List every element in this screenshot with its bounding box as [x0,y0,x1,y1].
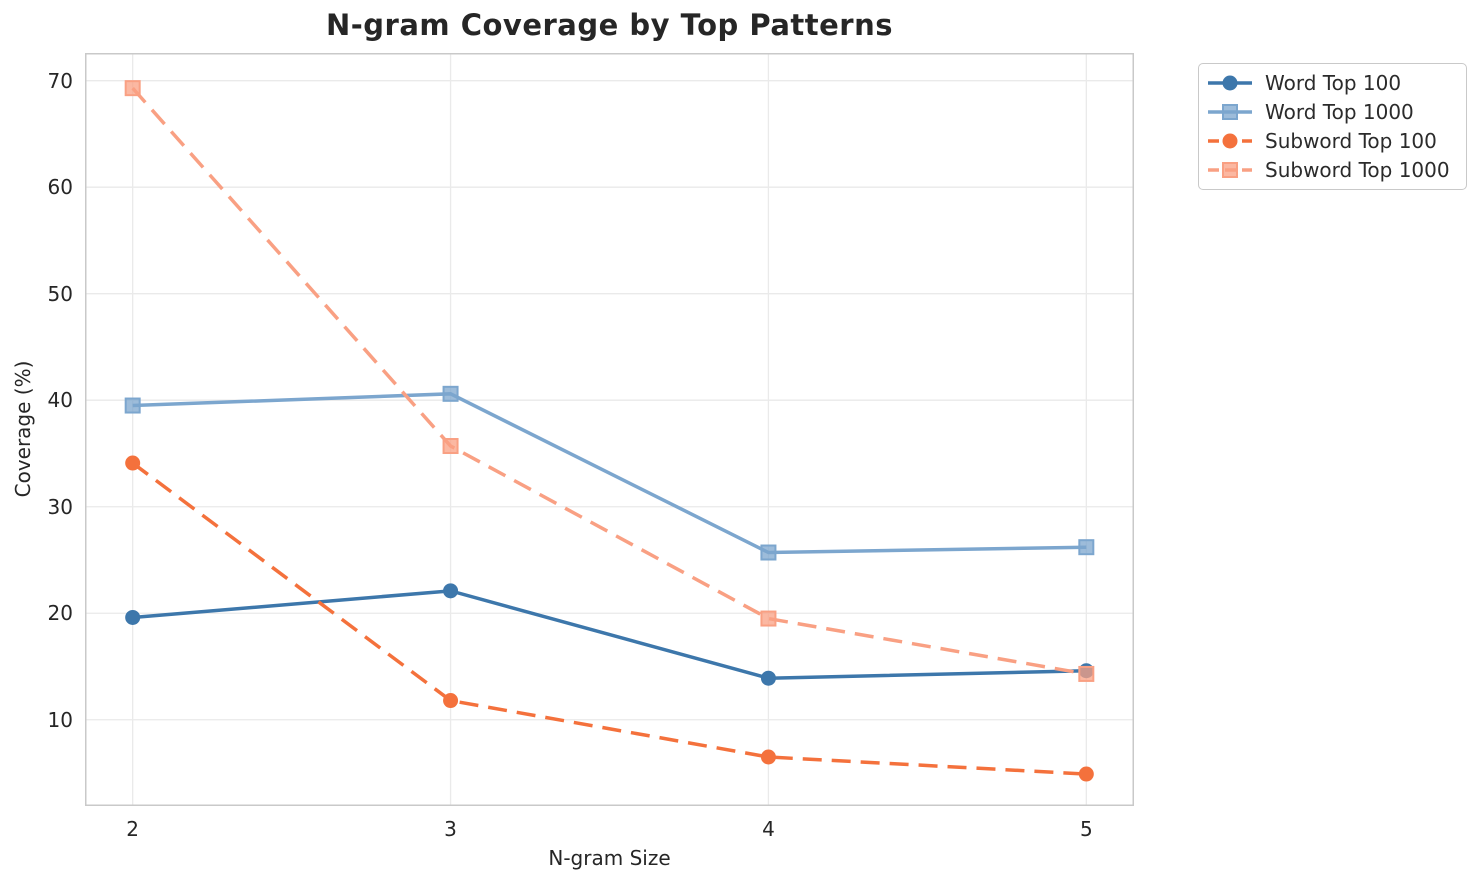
y-tick-label: 60 [47,175,73,200]
series-line-subword-top-1000 [131,86,1087,676]
legend-label: Subword Top 100 [1265,129,1437,154]
x-tick-label: 4 [762,817,775,841]
marker-subword-top-1000 [442,438,459,455]
legend-item-word-top-1000: Word Top 1000 [1207,97,1458,126]
y-axis-label: Coverage (%) [11,360,35,498]
legend-label: Word Top 1000 [1265,99,1414,124]
marker-subword-top-1000 [1078,665,1095,682]
marker-subword-top-100 [1078,766,1094,782]
y-tick-label: 50 [47,281,73,306]
legend-line-sample [1208,133,1252,149]
marker-subword-top-100 [125,455,141,471]
marker-word-top-1000 [124,397,141,414]
legend-label: Word Top 100 [1265,70,1402,95]
plot-border [85,53,1134,806]
plot-canvas [85,53,1134,806]
y-tick-label: 70 [47,68,73,93]
series-line-word-top-100 [132,589,1087,680]
x-tick-label: 2 [126,817,140,841]
marker-word-top-100 [760,670,776,686]
legend-item-subword-top-100: Subword Top 100 [1207,127,1458,156]
y-tick-label: 30 [47,494,73,519]
legend-line-sample [1208,103,1252,120]
series-line-subword-top-100 [131,461,1087,776]
marker-word-top-1000 [760,544,777,561]
y-tick-label: 40 [47,388,73,413]
plot-area [85,53,1134,806]
y-tick-label: 20 [47,601,73,626]
x-tick-label: 5 [1079,817,1093,841]
y-tick-label: 10 [47,707,73,732]
marker-word-top-1000 [1078,539,1095,556]
legend-label: Subword Top 1000 [1265,158,1450,183]
legend-line-sample [1208,75,1252,91]
marker-subword-top-1000 [760,610,777,627]
x-tick-label: 3 [444,817,457,841]
series-line-word-top-1000 [132,392,1087,555]
marker-word-top-1000 [442,385,459,402]
marker-subword-top-100 [443,693,459,709]
legend-item-subword-top-1000: Subword Top 1000 [1207,156,1458,185]
legend: Word Top 100 Word Top 1000 Subword Top 100… [1198,63,1467,190]
marker-subword-top-100 [760,749,776,765]
legend-line-sample [1208,162,1252,179]
legend-item-word-top-100: Word Top 100 [1207,68,1458,97]
chart-title: N-gram Coverage by Top Patterns [325,8,894,42]
marker-word-top-100 [125,609,141,625]
marker-subword-top-1000 [124,80,141,97]
marker-word-top-100 [443,583,459,599]
x-axis-label: N-gram Size [548,846,671,870]
